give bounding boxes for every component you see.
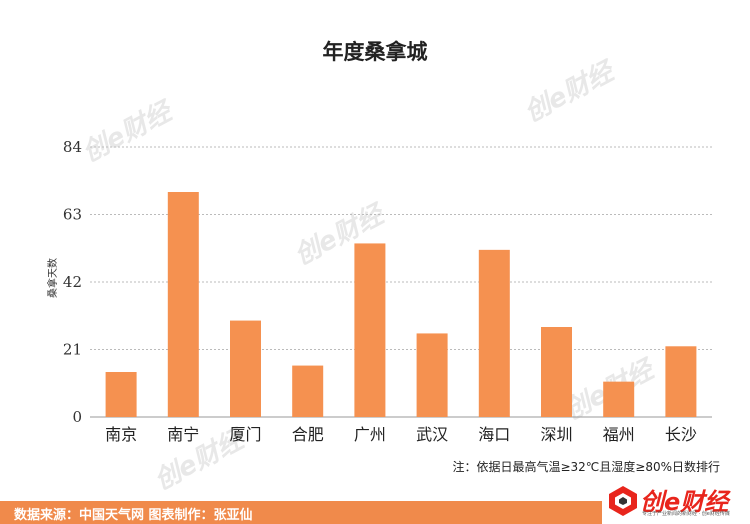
- y-tick-label: 0: [72, 408, 82, 426]
- footer-bar: 数据来源：中国天气网 图表制作：张亚仙: [0, 501, 750, 524]
- bar-8: [541, 327, 572, 417]
- footer-source: 数据来源：中国天气网 图表制作：张亚仙: [14, 508, 253, 523]
- y-tick-label: 21: [63, 341, 82, 359]
- x-tick-label: 合肥: [292, 425, 324, 444]
- bar-2: [167, 192, 199, 417]
- x-tick-label: 南宁: [167, 425, 199, 444]
- y-axis-label: 桑拿天数: [48, 258, 59, 298]
- bar-9: [603, 381, 635, 417]
- bar-10: [665, 346, 697, 417]
- y-tick-label: 84: [63, 138, 82, 156]
- logo-wordmark: 创e财经: [640, 488, 729, 516]
- x-tick-label: 福州: [603, 425, 635, 444]
- brand-logo: 创e财经 专注于产业新闻的新财经 · 创e财经传媒: [602, 478, 750, 524]
- x-tick-label: 深圳: [540, 425, 572, 444]
- logo-icon: [609, 486, 637, 516]
- y-tick-label: 63: [63, 206, 82, 224]
- bar-6: [416, 333, 448, 417]
- x-tick-label: 厦门: [229, 425, 261, 444]
- y-tick-label: 42: [63, 273, 82, 291]
- bar-7: [478, 249, 510, 417]
- x-tick-label: 南京: [105, 425, 137, 444]
- logo-tagline: 专注于产业新闻的新财经 · 创e财经传媒: [642, 511, 730, 517]
- bar-5: [354, 243, 386, 417]
- x-tick-label: 广州: [354, 425, 386, 444]
- bar-1: [105, 372, 137, 417]
- x-tick-label: 武汉: [416, 425, 448, 444]
- bar-3: [230, 320, 261, 417]
- chart-title: 年度桑拿城: [322, 40, 428, 64]
- x-tick-label: 海口: [478, 425, 510, 444]
- chart-note: 注：依据日最高气温≥32℃且湿度≥80%日数排行: [452, 460, 720, 474]
- x-tick-label: 长沙: [665, 425, 697, 444]
- bar-4: [292, 365, 324, 417]
